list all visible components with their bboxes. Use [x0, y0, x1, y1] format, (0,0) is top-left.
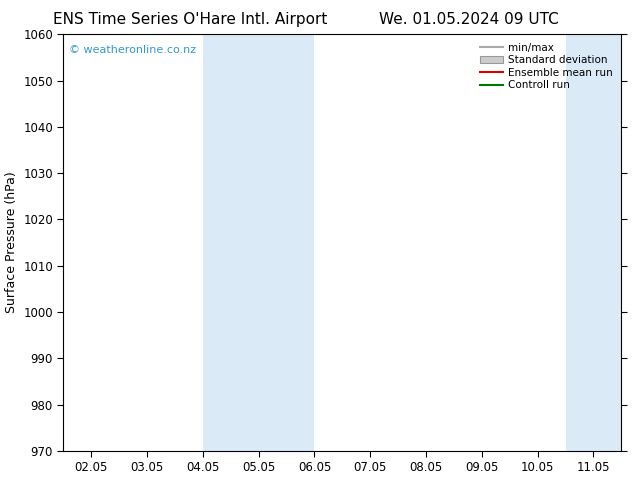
Legend: min/max, Standard deviation, Ensemble mean run, Controll run: min/max, Standard deviation, Ensemble me… [477, 40, 616, 94]
Y-axis label: Surface Pressure (hPa): Surface Pressure (hPa) [4, 172, 18, 314]
Text: © weatheronline.co.nz: © weatheronline.co.nz [69, 45, 196, 55]
Bar [566, 34, 621, 451]
Text: We. 01.05.2024 09 UTC: We. 01.05.2024 09 UTC [379, 12, 559, 27]
Text: ENS Time Series O'Hare Intl. Airport: ENS Time Series O'Hare Intl. Airport [53, 12, 327, 27]
Bar [203, 34, 314, 451]
